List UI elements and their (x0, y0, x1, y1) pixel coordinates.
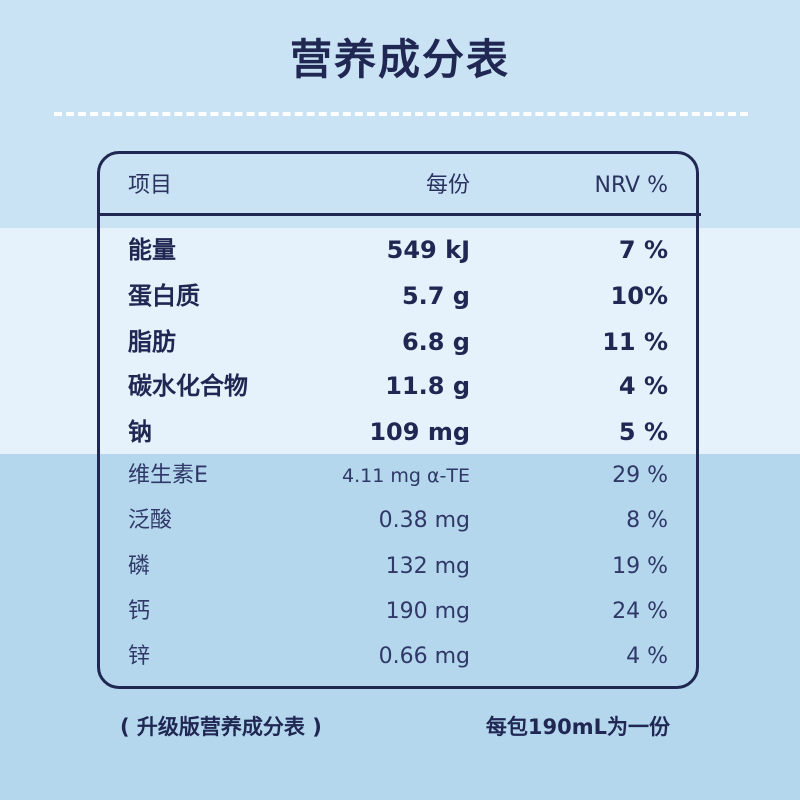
nutrient-nrv: 24 % (612, 599, 668, 624)
nutrient-nrv: 8 % (626, 508, 668, 533)
table-row: 钠 109 mg 5 % (0, 412, 800, 452)
table-row: 泛酸 0.38 mg 8 % (0, 501, 800, 541)
nutrient-nrv: 4 % (618, 372, 668, 400)
table-row: 维生素E 4.11 mg α-TE 29 % (0, 456, 800, 496)
table-row: 锌 0.66 mg 4 % (0, 637, 800, 677)
page-title: 营养成分表 (289, 35, 510, 84)
header-nrv: NRV % (594, 173, 669, 198)
table-row: 钙 190 mg 24 % (0, 592, 800, 632)
nutrient-nrv: 19 % (612, 554, 668, 579)
nutrient-name: 钙 (128, 599, 151, 624)
table-header: 项目 每份 NRV % (0, 166, 800, 206)
dashed-divider (54, 112, 748, 116)
header-divider (97, 213, 701, 216)
table-row: 脂肪 6.8 g 11 % (0, 322, 800, 362)
nutrient-amount: 549 kJ (386, 236, 470, 264)
table-row: 能量 549 kJ 7 % (0, 230, 800, 270)
nutrient-nrv: 4 % (626, 644, 668, 669)
nutrient-amount: 6.8 g (401, 328, 470, 356)
nutrient-name: 脂肪 (128, 328, 176, 356)
nutrient-name: 泛酸 (128, 508, 173, 533)
nutrient-nrv: 10% (610, 282, 668, 310)
nutrient-amount: 0.66 mg (378, 644, 470, 669)
table-row: 蛋白质 5.7 g 10% (0, 276, 800, 316)
serving-size-note: 每包190mL为一份 (485, 715, 670, 739)
nutrient-name: 能量 (128, 236, 176, 264)
nutrient-nrv: 7 % (618, 236, 668, 264)
nutrition-table-frame (97, 151, 699, 689)
background-highlight-band (0, 228, 800, 454)
nutrient-name: 碳水化合物 (128, 372, 248, 400)
nutrient-name: 磷 (128, 554, 151, 579)
nutrient-name: 钠 (128, 418, 152, 446)
table-row: 碳水化合物 11.8 g 4 % (0, 366, 800, 406)
nutrient-amount: 109 mg (369, 418, 470, 446)
header-item: 项目 (128, 173, 173, 198)
table-version-note: ( 升级版营养成分表 ) (120, 715, 322, 739)
nutrient-amount: 5.7 g (401, 282, 470, 310)
nutrient-amount: 190 mg (385, 599, 470, 624)
nutrient-amount: 0.38 mg (378, 508, 470, 533)
nutrient-amount: 11.8 g (385, 372, 470, 400)
background-bottom (0, 454, 800, 800)
nutrient-name: 维生素E (128, 463, 208, 488)
nutrient-nrv: 29 % (612, 463, 668, 488)
nutrient-nrv: 11 % (602, 328, 668, 356)
table-row: 磷 132 mg 19 % (0, 547, 800, 587)
nutrient-name: 锌 (128, 644, 151, 669)
header-per-serving: 每份 (425, 173, 470, 198)
nutrient-amount: 132 mg (385, 554, 470, 579)
nutrient-name: 蛋白质 (128, 282, 200, 310)
nutrient-amount: 4.11 mg α-TE (342, 465, 470, 487)
nutrient-nrv: 5 % (618, 418, 668, 446)
